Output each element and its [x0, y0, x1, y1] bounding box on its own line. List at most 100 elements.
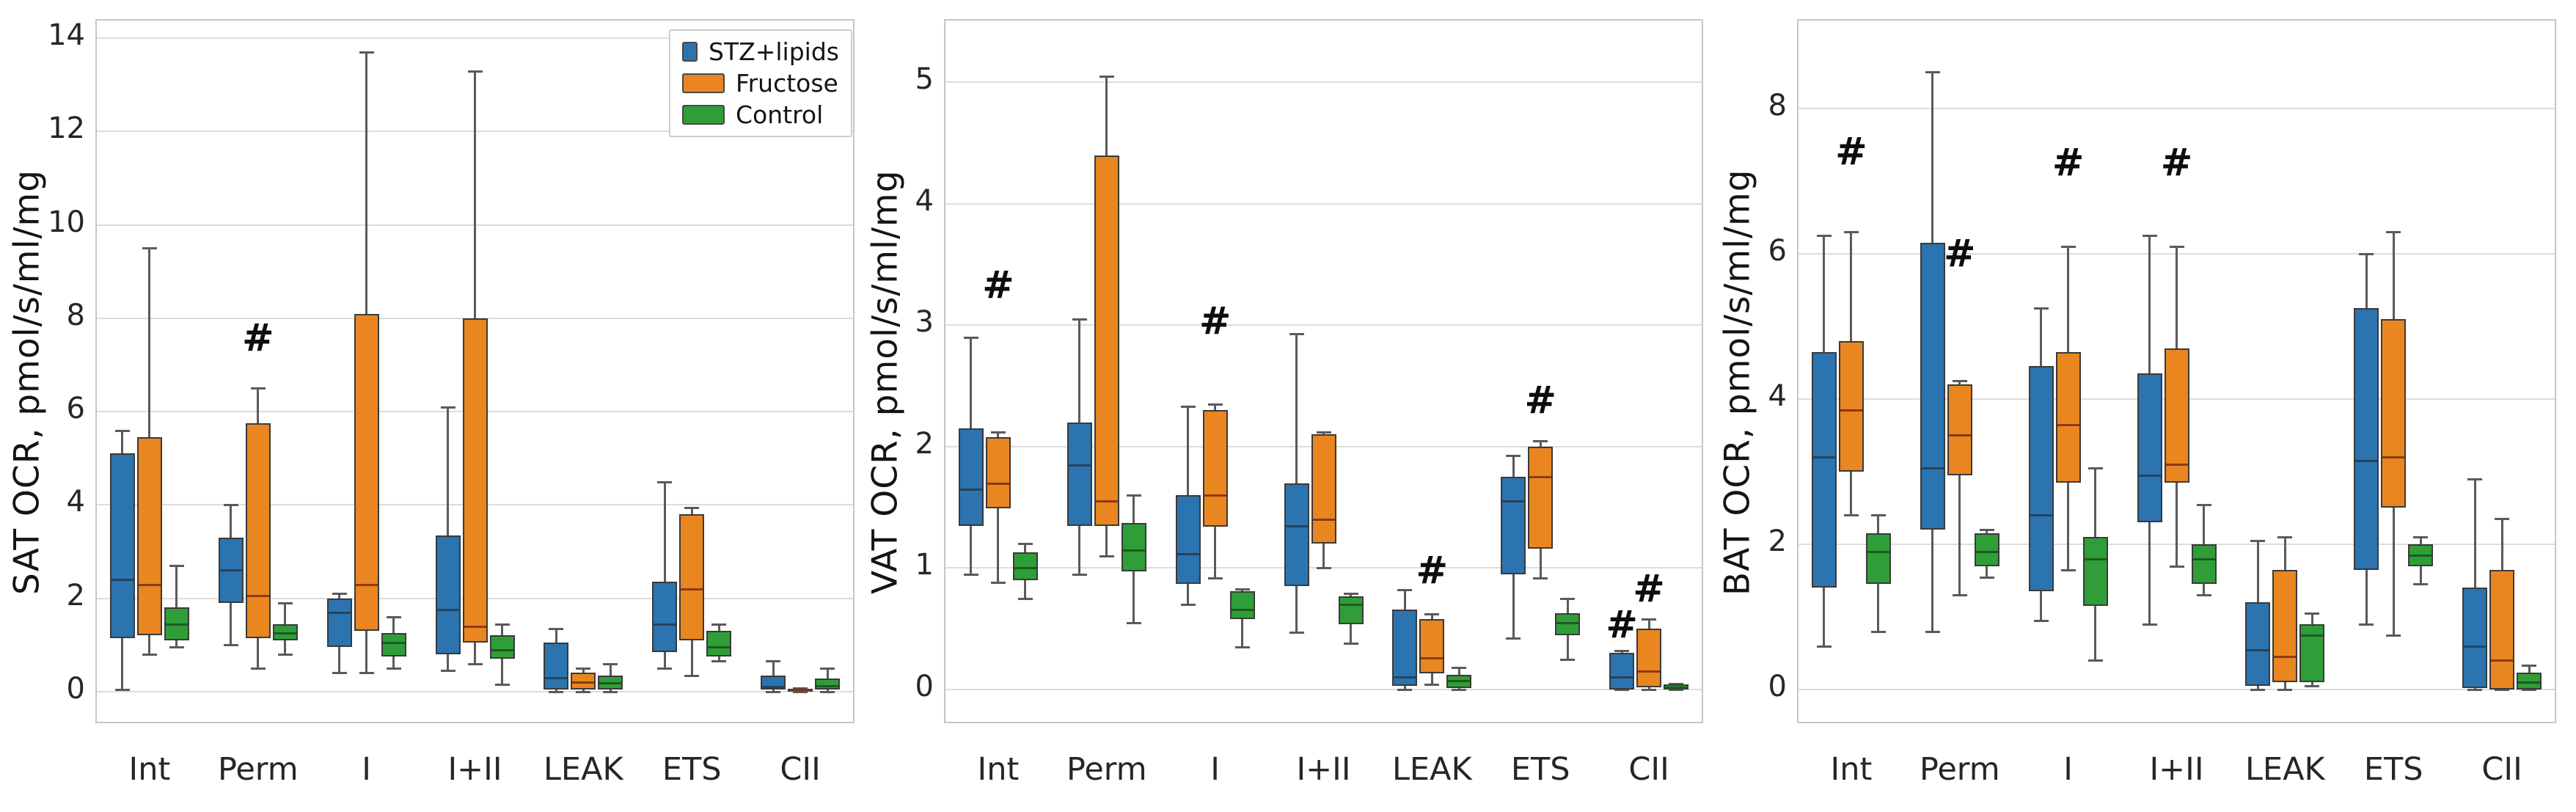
box-fructose-i	[1202, 410, 1228, 527]
x-tick-label-c-ets: ETS	[2363, 751, 2423, 788]
significance-hash-b-int: #	[982, 263, 1014, 307]
median-control-int	[165, 623, 188, 626]
y-tick-label-a-12: 12	[48, 111, 85, 146]
cap-high-fructose-leak	[576, 667, 591, 670]
cap-high-fructose-perm	[250, 387, 266, 390]
cap-low-stz-lipids-cii	[766, 690, 781, 693]
box-control-i-ii	[1338, 596, 1364, 624]
y-tick-label-a-14: 14	[48, 18, 85, 53]
plot-area-bat	[1797, 19, 2556, 723]
x-tick-label-a-cii: CII	[780, 751, 821, 788]
cap-low-fructose-i-ii	[467, 662, 483, 665]
cap-high-fructose-ets	[1533, 439, 1548, 442]
cap-low-fructose-cii	[793, 690, 808, 693]
median-control-i-ii	[491, 648, 513, 651]
cap-low-fructose-int	[990, 582, 1006, 585]
median-fructose-int	[138, 583, 161, 586]
y-tick-label-c-4: 4	[1768, 378, 1787, 413]
box-control-i-ii	[2191, 544, 2217, 585]
median-fructose-cii	[1638, 670, 1661, 673]
significance-hash-a-perm: #	[241, 315, 274, 360]
significance-hash-b-ets: #	[1524, 378, 1556, 423]
cap-high-fructose-leak	[2277, 536, 2293, 539]
cap-low-stz-lipids-i-ii	[2142, 623, 2157, 626]
cap-high-fructose-i	[2060, 246, 2076, 249]
y-tick-label-a-4: 4	[66, 485, 85, 519]
median-fructose-leak	[572, 681, 595, 684]
gridline-y4	[945, 202, 1702, 205]
cap-high-control-i	[2087, 467, 2103, 470]
cap-low-control-perm	[1126, 621, 1141, 624]
median-fructose-leak	[2274, 656, 2297, 659]
cap-high-fructose-int	[1843, 231, 1859, 234]
gridline-y0	[1799, 688, 2555, 690]
y-tick-label-c-6: 6	[1768, 233, 1787, 268]
y-tick-label-b-4: 4	[915, 183, 934, 218]
y-tick-label-c-8: 8	[1768, 88, 1787, 122]
legend-label-fructose: Fructose	[736, 69, 838, 98]
x-tick-label-c-perm: Perm	[1919, 751, 2000, 788]
cap-high-fructose-cii	[1642, 618, 1657, 621]
median-control-perm	[1975, 550, 1998, 553]
median-fructose-perm	[1095, 500, 1118, 503]
median-fructose-cii	[2491, 659, 2514, 662]
cap-high-stz-lipids-ets	[657, 480, 673, 483]
median-control-ets	[708, 646, 731, 649]
plot-area-vat	[944, 19, 1703, 723]
cap-high-fructose-leak	[1424, 613, 1440, 616]
box-control-perm	[1974, 533, 1999, 566]
cap-low-stz-lipids-i	[1180, 604, 1196, 607]
x-tick-label-b-i-ii: I+II	[1296, 751, 1351, 788]
x-tick-label-a-int: Int	[128, 751, 171, 788]
x-tick-label-c-int: Int	[1830, 751, 1873, 788]
cap-high-stz-lipids-i	[332, 593, 347, 596]
median-fructose-leak	[1421, 656, 1443, 659]
y-tick-label-a-8: 8	[66, 298, 85, 332]
cap-high-fructose-int	[142, 247, 157, 250]
box-stz-lipids-cii	[761, 675, 786, 690]
cap-low-stz-lipids-int	[114, 688, 130, 691]
box-fructose-i	[354, 313, 379, 632]
box-stz-lipids-leak	[1392, 609, 1418, 687]
x-tick-label-a-i: I	[362, 751, 371, 788]
x-tick-label-a-ets: ETS	[662, 751, 722, 788]
cap-low-stz-lipids-cii	[1614, 689, 1630, 691]
cap-low-fructose-i	[359, 672, 374, 675]
median-stz-lipids-leak	[2247, 648, 2269, 651]
significance-hash-b-cii: #	[1633, 566, 1665, 611]
box-control-i-ii	[489, 635, 515, 659]
cap-low-stz-lipids-int	[1816, 645, 1832, 648]
cap-high-fructose-perm	[1099, 76, 1114, 78]
median-stz-lipids-int	[111, 579, 133, 582]
median-fructose-i	[1204, 494, 1226, 497]
cap-low-stz-lipids-leak	[2250, 688, 2266, 691]
median-stz-lipids-ets	[1502, 500, 1525, 503]
gridline-y0	[97, 690, 853, 692]
cap-high-fructose-i	[1207, 403, 1223, 406]
median-fructose-perm	[246, 595, 269, 598]
cap-high-stz-lipids-perm	[223, 504, 238, 507]
y-tick-label-b-0: 0	[915, 670, 934, 703]
median-stz-lipids-cii	[1611, 676, 1633, 679]
x-tick-label-b-i: I	[1210, 751, 1220, 788]
cap-high-control-perm	[1979, 529, 1994, 532]
cap-low-fructose-i	[1207, 577, 1223, 579]
cap-high-fructose-i-ii	[467, 70, 483, 73]
box-control-int	[1865, 533, 1891, 585]
median-control-cii	[2518, 681, 2541, 684]
cap-low-stz-lipids-i-ii	[1289, 632, 1304, 634]
cap-high-control-perm	[1126, 494, 1141, 497]
box-stz-lipids-i-ii	[2137, 373, 2162, 523]
gridline-y3	[945, 324, 1702, 326]
box-control-perm	[1121, 523, 1146, 572]
significance-hash-b-i: #	[1199, 299, 1232, 344]
cap-low-control-i-ii	[1343, 643, 1358, 645]
box-control-leak	[598, 675, 623, 690]
median-stz-lipids-int	[1812, 456, 1835, 459]
cap-low-fructose-perm	[250, 667, 266, 670]
cap-high-fructose-ets	[2386, 231, 2401, 234]
cap-high-stz-lipids-i	[2033, 307, 2049, 310]
cap-low-control-perm	[277, 653, 293, 656]
cap-low-fructose-int	[142, 653, 157, 656]
box-stz-lipids-ets	[1501, 477, 1526, 574]
